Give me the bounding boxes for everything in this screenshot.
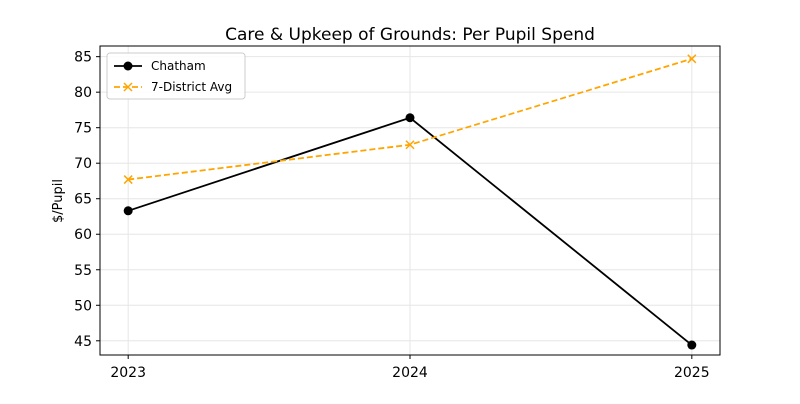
chart-title: Care & Upkeep of Grounds: Per Pupil Spen… <box>225 25 595 45</box>
y-tick-label: 50 <box>74 298 92 314</box>
x-axis: 2023 2024 2025 <box>110 355 710 381</box>
y-tick-label: 65 <box>74 192 92 208</box>
y-axis-label: $/Pupil <box>51 179 66 223</box>
y-tick-label: 80 <box>74 85 92 101</box>
data-point <box>123 175 133 185</box>
series-7-district-avg <box>123 54 697 185</box>
y-tick-label: 55 <box>74 263 92 279</box>
x-marker-stroke <box>123 175 133 185</box>
data-point <box>123 61 133 71</box>
x-tick-label: 2025 <box>674 365 710 381</box>
y-tick-label: 75 <box>74 121 92 137</box>
y-tick-label: 70 <box>74 156 92 172</box>
data-point <box>123 82 133 92</box>
data-point <box>405 140 415 150</box>
x-tick-label: 2023 <box>110 365 146 381</box>
series-group <box>123 54 697 350</box>
y-axis: 45 50 55 60 65 70 75 80 85 <box>74 50 100 350</box>
y-tick-label: 60 <box>74 227 92 243</box>
x-marker-stroke <box>687 54 697 64</box>
legend-label: 7-District Avg <box>151 80 232 94</box>
x-tick-label: 2024 <box>392 365 428 381</box>
legend-label: Chatham <box>151 59 206 73</box>
y-tick-label: 45 <box>74 334 92 350</box>
data-point <box>687 54 697 64</box>
legend: Chatham 7-District Avg <box>106 52 246 100</box>
data-point <box>405 113 415 123</box>
data-point <box>123 206 133 216</box>
series-chatham <box>123 113 697 350</box>
y-tick-label: 85 <box>74 50 92 66</box>
x-marker-stroke <box>123 82 133 92</box>
x-marker-stroke <box>405 140 415 150</box>
data-point <box>687 340 697 350</box>
